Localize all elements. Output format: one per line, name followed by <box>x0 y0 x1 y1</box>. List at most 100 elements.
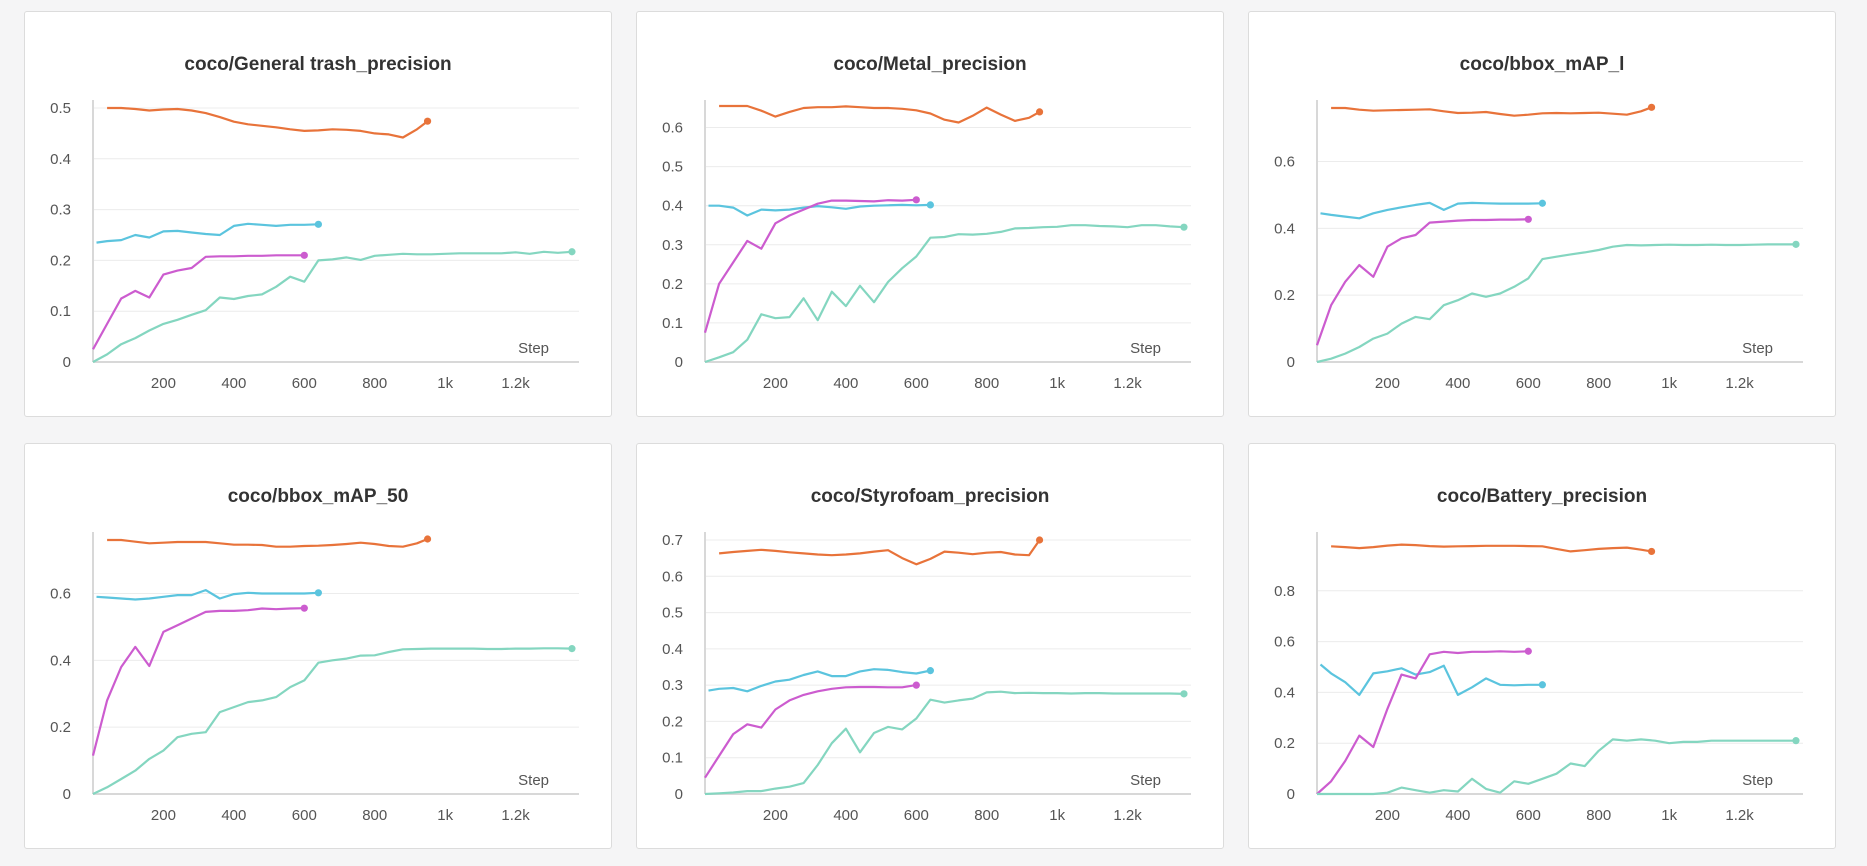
x-tick-label: 800 <box>1586 375 1611 392</box>
series-end-point <box>300 251 308 259</box>
x-tick-label: 800 <box>974 375 999 392</box>
series-line <box>107 106 429 139</box>
y-tick-label: 0.3 <box>662 237 683 254</box>
series-end-point <box>1180 690 1188 698</box>
series-end-point <box>568 248 576 256</box>
x-tick-label: 1.2k <box>501 375 530 392</box>
x-axis-label: Step <box>1742 340 1773 357</box>
series-line <box>107 537 429 548</box>
series-end-point <box>1647 547 1656 556</box>
y-tick-label: 0.7 <box>662 532 683 549</box>
chart-title: coco/bbox_mAP_50 <box>227 486 409 507</box>
x-tick-label: 1.2k <box>501 807 530 824</box>
x-axis-label: Step <box>1742 772 1773 789</box>
series-line <box>91 607 305 756</box>
line-chart[interactable]: 0 0.2 0.4 0.6 200 400 600 800 1k 1.2k Step <box>1249 12 1837 418</box>
series-line <box>1316 243 1796 364</box>
chart-title: coco/bbox_mAP_l <box>1459 54 1625 75</box>
x-tick-label: 600 <box>1516 807 1541 824</box>
line-chart[interactable]: 0 0.2 0.4 0.6 200 400 600 800 1k 1.2k Step <box>25 444 613 850</box>
y-tick-label: 0.3 <box>662 677 683 694</box>
x-tick-label: 1.2k <box>1113 375 1142 392</box>
y-tick-label: 0.4 <box>1274 684 1295 701</box>
series-end-point <box>423 535 432 543</box>
series-line <box>1319 663 1543 696</box>
y-tick-label: 0.5 <box>662 605 683 622</box>
y-tick-label: 0.3 <box>50 202 71 219</box>
y-tick-label: 0 <box>63 786 71 803</box>
panel-general-trash-precision: coco/General trash_precision 0 0.1 0.2 0.3 0… <box>24 11 612 417</box>
x-tick-label: 800 <box>362 375 387 392</box>
series-end-point <box>1035 108 1044 116</box>
series-end-point <box>1792 240 1800 248</box>
x-tick-label: 1k <box>437 807 453 824</box>
series-line <box>1331 106 1652 117</box>
x-axis-label: Step <box>518 772 549 789</box>
y-tick-label: 0.2 <box>50 252 71 269</box>
x-tick-label: 1k <box>1661 807 1677 824</box>
series-line <box>718 539 1041 566</box>
y-tick-label: 0.4 <box>50 652 71 669</box>
series-end-point <box>1538 199 1546 207</box>
x-tick-label: 400 <box>1445 375 1470 392</box>
series-end-point <box>1524 647 1532 655</box>
series-end-point <box>314 220 322 228</box>
y-tick-label: 0.4 <box>662 641 683 658</box>
x-tick-label: 800 <box>974 807 999 824</box>
chart-title: coco/General trash_precision <box>184 54 452 75</box>
series-line <box>92 647 573 795</box>
panel-metal-precision: coco/Metal_precision 0 0.1 0.2 0.3 0.4 0.5 0.6… <box>636 11 1224 417</box>
x-tick-label: 400 <box>221 807 246 824</box>
y-tick-label: 0.5 <box>50 100 71 117</box>
series-end-point <box>912 681 920 689</box>
x-tick-label: 200 <box>763 807 788 824</box>
y-tick-label: 0.6 <box>1274 634 1295 651</box>
x-tick-label: 600 <box>292 807 317 824</box>
line-chart[interactable]: 0 0.2 0.4 0.6 0.8 200 400 600 800 1k 1.2k Step <box>1249 444 1837 850</box>
series-end-point <box>926 201 934 209</box>
x-tick-label: 1k <box>1049 375 1065 392</box>
y-tick-label: 0 <box>1287 786 1295 803</box>
series-line <box>96 589 319 601</box>
series-line <box>92 254 305 350</box>
series-end-point <box>1180 223 1188 231</box>
x-tick-label: 600 <box>1516 375 1541 392</box>
x-axis-label: Step <box>1130 772 1161 789</box>
line-chart[interactable]: 0 0.1 0.2 0.3 0.4 0.5 0.6 0.7 200 400 600 800 1k 1.2k… <box>637 444 1225 850</box>
x-tick-label: 600 <box>904 807 929 824</box>
y-tick-label: 0.2 <box>662 713 683 730</box>
x-tick-label: 200 <box>151 807 176 824</box>
series-line <box>92 250 573 363</box>
y-tick-label: 0 <box>675 354 683 371</box>
series-line <box>1317 738 1796 796</box>
x-tick-label: 1k <box>1049 807 1065 824</box>
series-line <box>708 203 931 217</box>
chart-title: coco/Styrofoam_precision <box>810 486 1050 507</box>
series-line <box>703 198 917 334</box>
series-line <box>704 690 1185 796</box>
y-tick-label: 0.1 <box>662 315 683 332</box>
y-tick-label: 0.6 <box>50 585 71 602</box>
y-tick-label: 0.6 <box>662 568 683 585</box>
series-end-point <box>568 645 576 653</box>
y-tick-label: 0.5 <box>662 159 683 176</box>
x-tick-label: 400 <box>833 375 858 392</box>
panel-bbox-map-l: coco/bbox_mAP_l 0 0.2 0.4 0.6 200 400 600 800 1k… <box>1248 11 1836 417</box>
x-tick-label: 1.2k <box>1725 375 1754 392</box>
series-end-point <box>314 589 322 597</box>
series-end-point <box>912 196 920 204</box>
series-line <box>708 668 931 693</box>
x-axis-label: Step <box>518 340 549 357</box>
series-line <box>1315 218 1529 346</box>
series-line <box>704 684 917 779</box>
chart-title: coco/Metal_precision <box>833 54 1027 75</box>
series-end-point <box>1538 681 1546 689</box>
x-tick-label: 1.2k <box>1113 807 1142 824</box>
line-chart[interactable]: 0 0.1 0.2 0.3 0.4 0.5 200 400 600 800 1k 1.2k Step <box>25 12 613 418</box>
x-tick-label: 200 <box>763 375 788 392</box>
x-tick-label: 1.2k <box>1725 807 1754 824</box>
series-end-point <box>926 667 934 675</box>
x-tick-label: 400 <box>221 375 246 392</box>
y-tick-label: 0.1 <box>50 303 71 320</box>
line-chart[interactable]: 0 0.1 0.2 0.3 0.4 0.5 0.6 200 400 600 800 1k 1.2k Ste… <box>637 12 1225 418</box>
